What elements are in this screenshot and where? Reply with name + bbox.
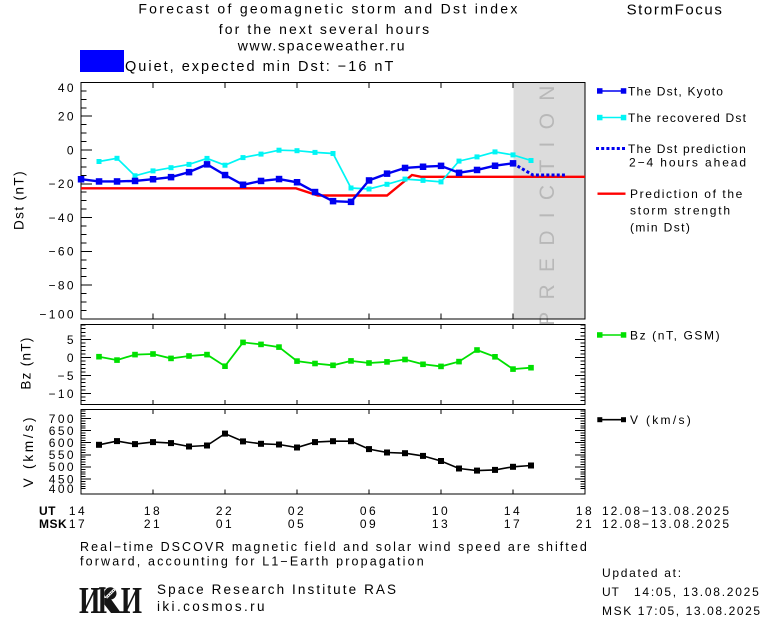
svg-text:−10: −10 xyxy=(48,387,76,401)
svg-text:MSK: MSK xyxy=(39,517,67,531)
svg-text:Updated at:: Updated at: xyxy=(602,566,683,580)
svg-text:Real−time DSCOVR magnetic fiel: Real−time DSCOVR magnetic field and sola… xyxy=(80,540,589,554)
svg-text:www.spaceweather.ru: www.spaceweather.ru xyxy=(237,38,406,54)
svg-text:forward, accounting for L1−Ear: forward, accounting for L1−Earth propaga… xyxy=(80,555,426,569)
svg-text:И: И xyxy=(121,580,142,620)
svg-text:iki.cosmos.ru: iki.cosmos.ru xyxy=(157,599,267,614)
svg-text:−5: −5 xyxy=(58,369,76,383)
svg-text:StormFocus: StormFocus xyxy=(627,2,724,19)
svg-text:22: 22 xyxy=(216,504,234,518)
svg-text:Forecast of geomagnetic storm: Forecast of geomagnetic storm and Dst in… xyxy=(138,1,519,17)
svg-text:−60: −60 xyxy=(48,245,76,259)
svg-text:Dst (nT): Dst (nT) xyxy=(12,170,27,230)
svg-text:UT: UT xyxy=(602,585,620,599)
svg-text:Bz (nT): Bz (nT) xyxy=(19,336,34,389)
svg-text:17: 17 xyxy=(69,517,87,531)
svg-text:13: 13 xyxy=(432,517,450,531)
svg-text:Bz (nT, GSM): Bz (nT, GSM) xyxy=(630,328,721,342)
svg-text:12.08−13.08.2025: 12.08−13.08.2025 xyxy=(602,504,731,518)
svg-text:UT: UT xyxy=(39,504,56,518)
svg-text:40: 40 xyxy=(58,81,76,95)
svg-text:Space Research Institute RAS: Space Research Institute RAS xyxy=(157,582,398,597)
svg-text:V (km/s): V (km/s) xyxy=(630,413,693,427)
svg-text:The Dst, Kyoto: The Dst, Kyoto xyxy=(628,84,724,98)
svg-text:17: 17 xyxy=(504,517,522,531)
svg-text:450: 450 xyxy=(49,472,76,486)
svg-text:(min Dst): (min Dst) xyxy=(630,220,691,234)
svg-text:20: 20 xyxy=(58,110,76,124)
svg-text:700: 700 xyxy=(49,412,76,426)
svg-text:Quiet, expected min Dst: −16 n: Quiet, expected min Dst: −16 nT xyxy=(125,59,395,75)
svg-text:14: 14 xyxy=(69,504,87,518)
svg-text:PREDICTION: PREDICTION xyxy=(536,73,559,326)
svg-text:2−4 hours ahead: 2−4 hours ahead xyxy=(629,155,748,169)
svg-text:−20: −20 xyxy=(48,177,76,191)
svg-text:MSK 17:05, 13.08.2025: MSK 17:05, 13.08.2025 xyxy=(602,604,760,618)
svg-text:18: 18 xyxy=(144,504,162,518)
svg-text:05: 05 xyxy=(288,517,306,531)
svg-text:for the next several hours: for the next several hours xyxy=(219,21,432,37)
svg-text:550: 550 xyxy=(49,448,76,462)
svg-text:0: 0 xyxy=(67,351,76,365)
svg-text:01: 01 xyxy=(216,517,234,531)
svg-text:400: 400 xyxy=(49,482,76,496)
svg-text:02: 02 xyxy=(288,504,306,518)
svg-text:−40: −40 xyxy=(48,211,76,225)
svg-text:21: 21 xyxy=(576,517,594,531)
svg-text:−100: −100 xyxy=(39,307,76,321)
svg-text:650: 650 xyxy=(49,424,76,438)
svg-text:0: 0 xyxy=(67,143,76,157)
svg-text:Prediction of the: Prediction of the xyxy=(630,187,744,201)
svg-text:18: 18 xyxy=(576,504,594,518)
svg-text:5: 5 xyxy=(67,333,76,347)
svg-text:06: 06 xyxy=(360,504,378,518)
svg-text:12.08−13.08.2025: 12.08−13.08.2025 xyxy=(602,517,731,531)
svg-text:V (km/s): V (km/s) xyxy=(21,415,36,488)
svg-text:The recovered Dst: The recovered Dst xyxy=(628,111,747,125)
svg-text:10: 10 xyxy=(432,504,450,518)
svg-text:21: 21 xyxy=(144,517,162,531)
svg-text:The Dst prediction: The Dst prediction xyxy=(628,142,747,156)
svg-text:И: И xyxy=(79,580,100,620)
svg-text:500: 500 xyxy=(49,460,76,474)
svg-text:14: 14 xyxy=(504,504,522,518)
svg-text:09: 09 xyxy=(360,517,378,531)
svg-text:storm strength: storm strength xyxy=(630,204,732,218)
svg-text:−80: −80 xyxy=(48,278,76,292)
svg-text:600: 600 xyxy=(49,436,76,450)
svg-text:14:05, 13.08.2025: 14:05, 13.08.2025 xyxy=(634,585,760,599)
